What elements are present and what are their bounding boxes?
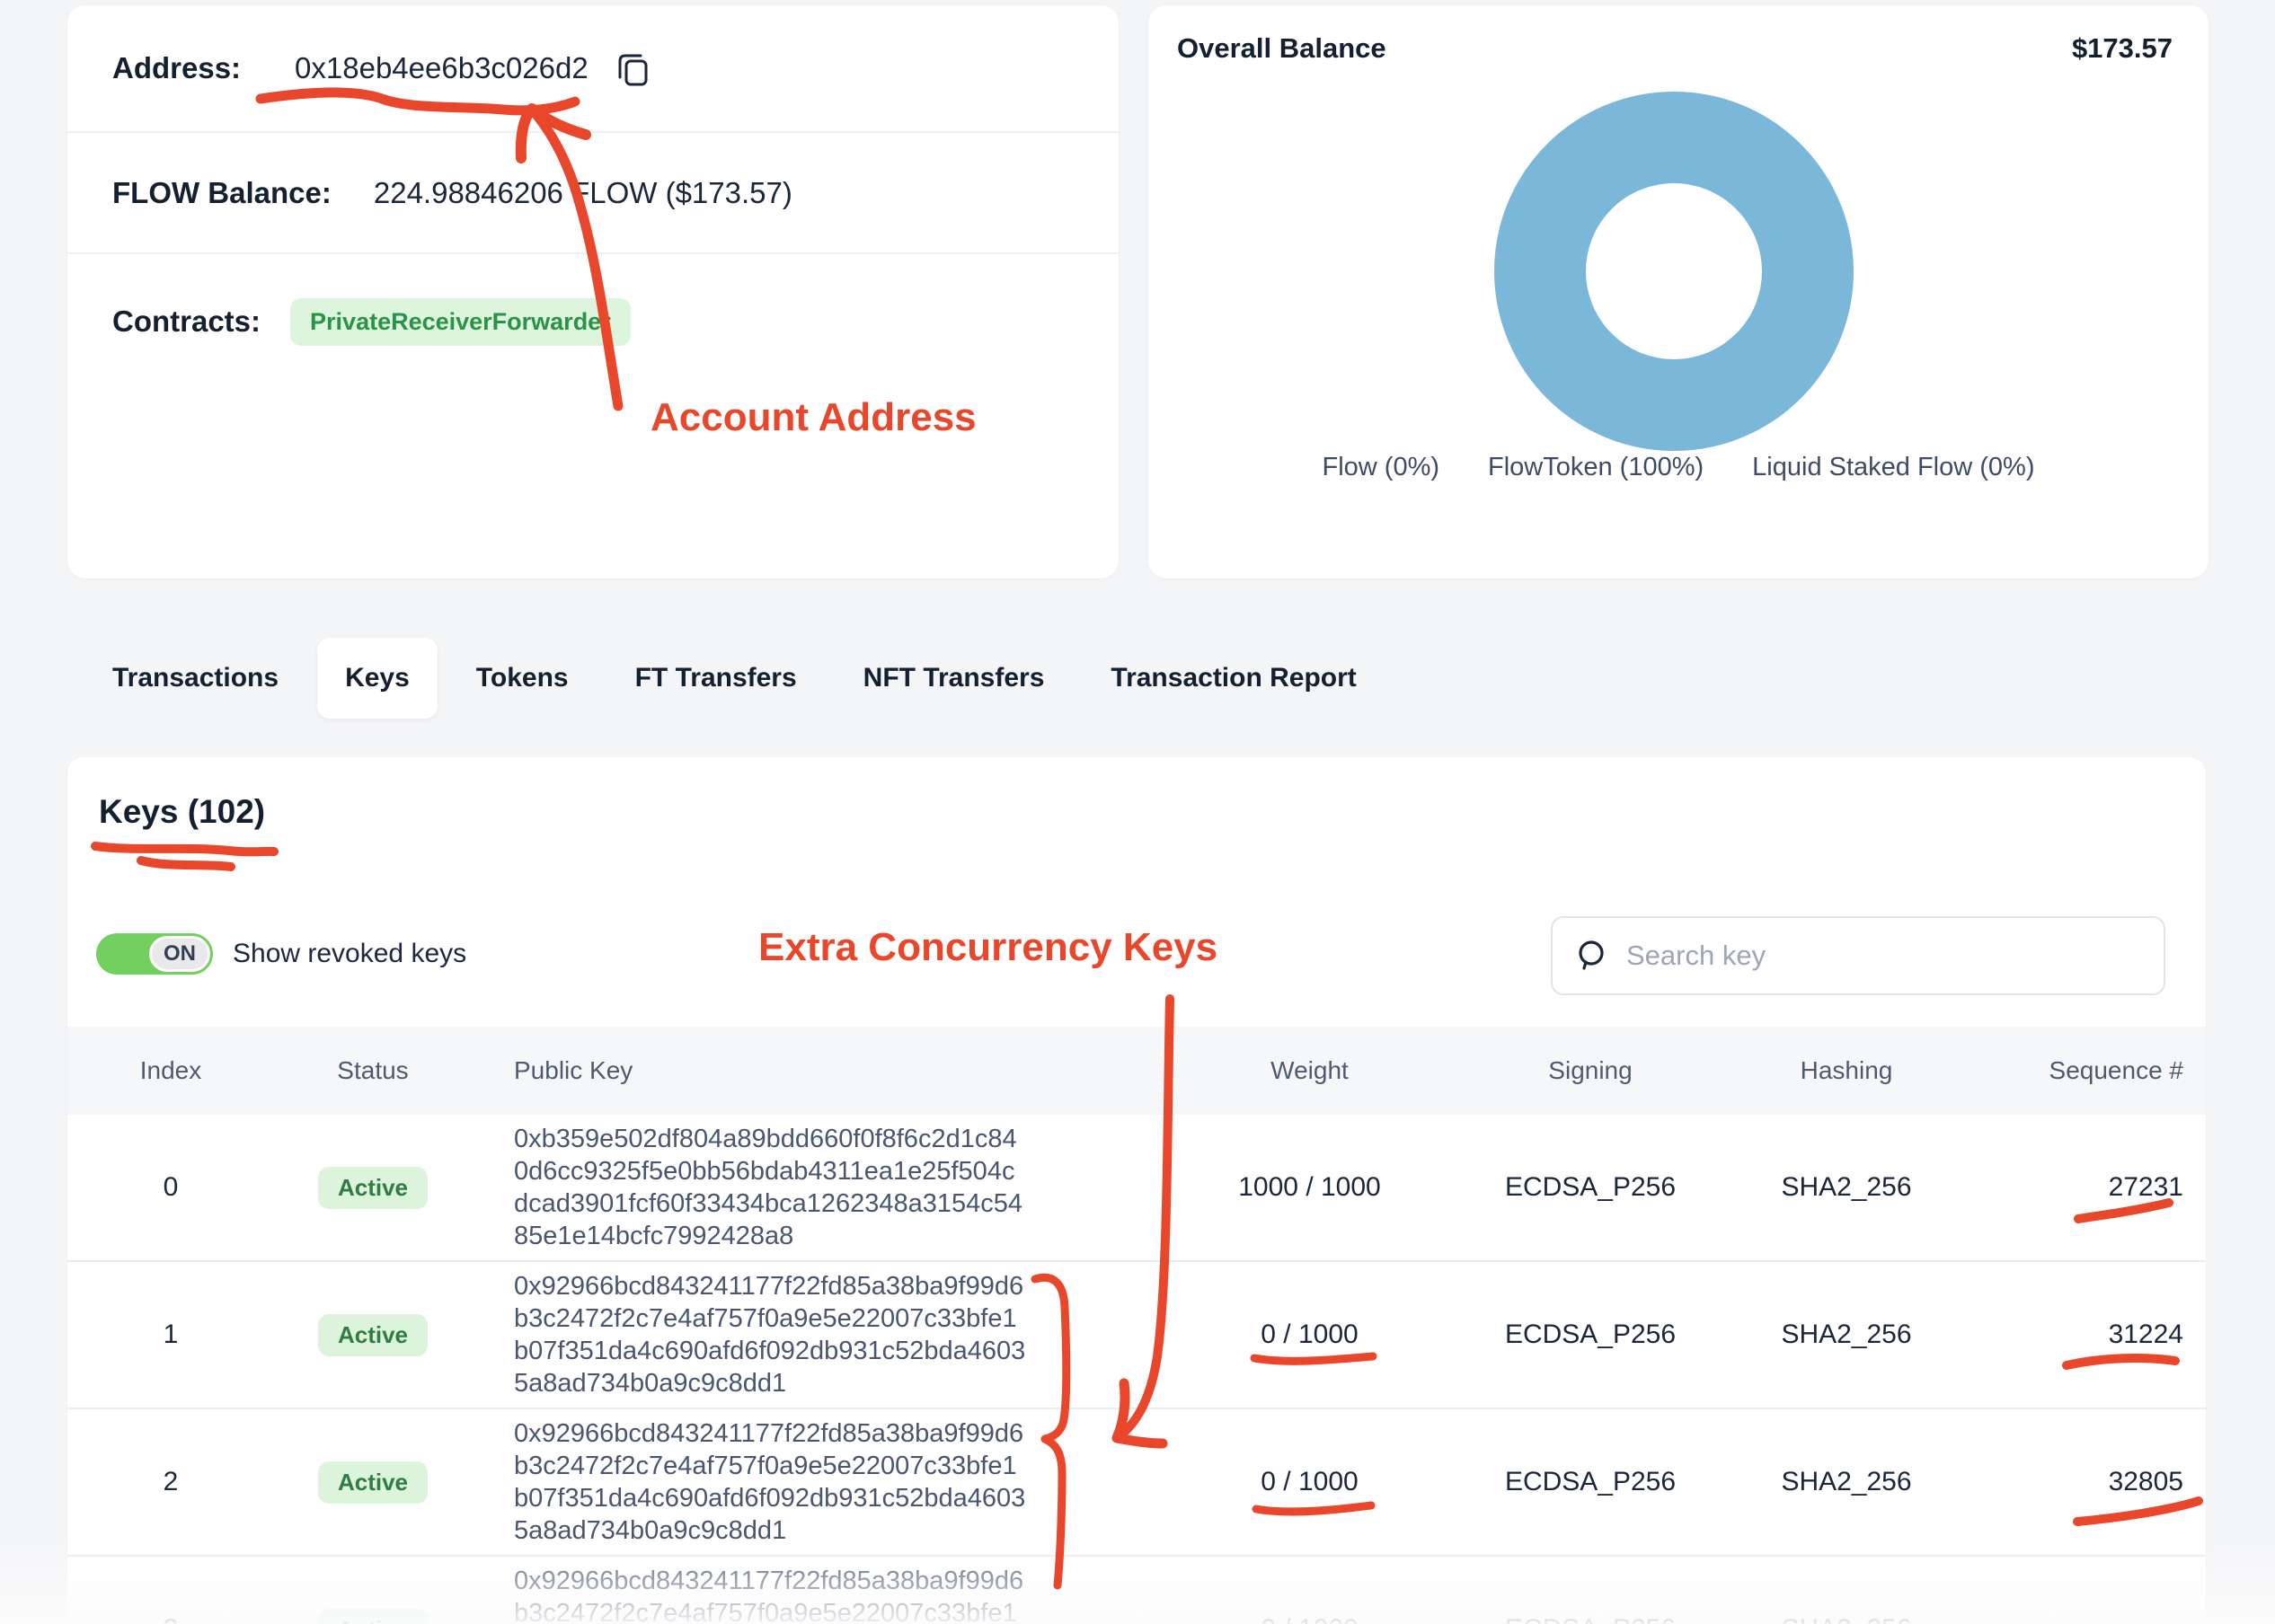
- key-hashing: SHA2_256: [1781, 1467, 1912, 1496]
- contracts-label: Contracts:: [112, 304, 261, 338]
- keys-panel: Keys (102) ON Show revoked keys Index St…: [67, 757, 2206, 1624]
- key-index: 3: [67, 1614, 274, 1624]
- key-index: 2: [163, 1467, 179, 1496]
- key-hashing: SHA2_256: [1781, 1320, 1912, 1349]
- key-row-0: 0 Active 0xb359e502df804a89bdd660f0f8f6c…: [67, 1115, 2206, 1262]
- key-row-3: 3 Active 0x92966bcd843241177f22fd85a38ba…: [67, 1557, 2206, 1624]
- show-revoked-keys-toggle[interactable]: ON: [96, 933, 213, 975]
- col-header-hashing: Hashing: [1800, 1056, 1893, 1084]
- legend-item-flow: Flow (0%): [1322, 453, 1440, 481]
- address-row: Address: 0x18eb4ee6b3c026d2: [67, 5, 1119, 133]
- contracts-row: Contracts: PrivateReceiverForwarder: [67, 254, 1119, 389]
- account-info-card: Address: 0x18eb4ee6b3c026d2 FLOW Balance…: [67, 5, 1119, 578]
- toggle-knob[interactable]: ON: [149, 936, 210, 972]
- legend-item-flowtoken: FlowToken (100%): [1488, 453, 1704, 481]
- key-hashing: SHA2_256: [1781, 1172, 1912, 1202]
- search-key-box[interactable]: [1551, 916, 2165, 995]
- key-signing: ECDSA_P256: [1504, 1320, 1677, 1349]
- key-signing: ECDSA_P256: [1504, 1172, 1677, 1202]
- copy-icon: [614, 49, 653, 88]
- tab-ft-transfers[interactable]: FT Transfers: [634, 663, 797, 693]
- tab-transactions[interactable]: Transactions: [112, 663, 279, 693]
- balance-donut-chart: [1485, 83, 1863, 460]
- overall-balance-amount: $173.57: [2071, 32, 2173, 64]
- address-value: 0x18eb4ee6b3c026d2: [295, 51, 589, 84]
- donut-legend: Flow (0%) FlowToken (100%) Liquid Staked…: [1148, 453, 2209, 482]
- tab-nft-transfers[interactable]: NFT Transfers: [863, 663, 1045, 693]
- key-weight: 0 / 1000: [1261, 1467, 1359, 1496]
- status-badge: Active: [317, 1313, 429, 1356]
- flow-balance-value: 224.98846206 FLOW ($173.57): [373, 175, 792, 209]
- key-sequence: 32805: [2108, 1467, 2183, 1496]
- key-signing: ECDSA_P256: [1465, 1614, 1716, 1624]
- key-hashing: SHA2_256: [1716, 1614, 1977, 1624]
- public-key: 0x92966bcd843241177f22fd85a38ba9f99d6b3c…: [514, 1272, 1026, 1398]
- key-weight: 0 / 1000: [1261, 1320, 1359, 1349]
- keys-heading: Keys (102): [99, 793, 266, 830]
- col-header-index: Index: [139, 1056, 202, 1084]
- key-row-2: 2 Active 0x92966bcd843241177f22fd85a38ba…: [67, 1409, 2206, 1557]
- public-key: 0xb359e502df804a89bdd660f0f8f6c2d1c840d6…: [514, 1125, 1023, 1250]
- col-header-status: Status: [337, 1056, 409, 1084]
- status-badge: Active: [317, 1166, 429, 1209]
- key-signing: ECDSA_P256: [1504, 1467, 1677, 1496]
- account-tabs: Transactions Keys Tokens FT Transfers NF…: [112, 638, 1357, 719]
- key-sequence: 31224: [2108, 1320, 2183, 1349]
- col-header-sequence: Sequence #: [2049, 1056, 2183, 1084]
- col-header-signing: Signing: [1548, 1056, 1633, 1084]
- donut-segment-flowtoken: [1494, 92, 1854, 451]
- key-sequence: 27231: [2108, 1172, 2183, 1202]
- public-key: 0x92966bcd843241177f22fd85a38ba9f99d6b3c…: [514, 1419, 1026, 1545]
- key-index: 1: [163, 1320, 179, 1349]
- flow-balance-label: FLOW Balance:: [112, 175, 332, 209]
- key-row-1: 1 Active 0x92966bcd843241177f22fd85a38ba…: [67, 1262, 2206, 1409]
- copy-address-button[interactable]: [614, 49, 653, 88]
- status-badge: Active: [317, 1461, 429, 1504]
- show-revoked-keys-label: Show revoked keys: [233, 939, 467, 968]
- col-header-weight: Weight: [1270, 1056, 1349, 1084]
- key-weight: 0 / 1000: [1155, 1614, 1465, 1624]
- key-weight: 1000 / 1000: [1238, 1172, 1381, 1202]
- key-index: 0: [163, 1172, 179, 1202]
- contract-badge[interactable]: PrivateReceiverForwarder: [290, 297, 631, 346]
- tab-tokens[interactable]: Tokens: [475, 663, 569, 693]
- search-icon: [1574, 938, 1610, 974]
- address-label: Address:: [112, 51, 242, 84]
- tab-transaction-report[interactable]: Transaction Report: [1111, 663, 1357, 693]
- overall-balance-title: Overall Balance: [1177, 32, 1386, 64]
- flow-balance-row: FLOW Balance: 224.98846206 FLOW ($173.57…: [67, 133, 1119, 254]
- overall-balance-card: Overall Balance $173.57 Flow (0%) FlowTo…: [1148, 5, 2209, 578]
- legend-item-liquid-staked: Liquid Staked Flow (0%): [1752, 453, 2035, 481]
- public-key: 0x92966bcd843241177f22fd85a38ba9f99d6b3c…: [514, 1567, 1024, 1624]
- tab-keys[interactable]: Keys: [317, 638, 438, 719]
- col-header-public-key: Public Key: [514, 1056, 633, 1084]
- keys-table: Index Status Public Key Weight Signing H…: [67, 1027, 2206, 1624]
- status-badge: Active: [317, 1608, 429, 1624]
- keys-table-header: Index Status Public Key Weight Signing H…: [67, 1027, 2206, 1115]
- search-key-input[interactable]: [1626, 940, 2129, 972]
